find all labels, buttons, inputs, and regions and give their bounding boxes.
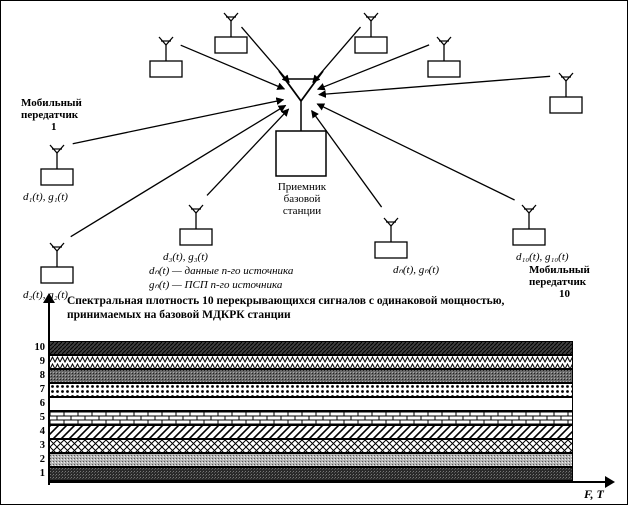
band-4 [50, 425, 573, 439]
ytick-7: 7 [31, 384, 45, 395]
transmitter-tx5 [215, 13, 247, 53]
transmitter-tx2 [41, 243, 73, 283]
arrow-tx1 [73, 100, 284, 144]
band-1 [50, 467, 573, 481]
mobile-tx-1-label-1: Мобильный [21, 97, 82, 110]
band-10 [50, 341, 573, 355]
mobile-tx-10-label-2: передатчик [529, 276, 586, 289]
band-6 [50, 397, 573, 411]
mobile-tx-1-label-2: передатчик [21, 109, 78, 122]
ytick-4: 4 [31, 426, 45, 437]
base-rx-label-3: станции [267, 205, 337, 218]
transmitter-tx10 [513, 205, 545, 245]
transmitter-tx6 [355, 13, 387, 53]
transmitter-tx7 [428, 37, 460, 77]
tx1-formula: d₁(t), g₁(t) [23, 191, 68, 204]
band-2 [50, 453, 573, 467]
txn-formula: dₙ(t), gₙ(t) [393, 264, 439, 277]
base-rx-label-2: базовой [267, 193, 337, 206]
arrow-tx8 [319, 76, 550, 94]
transmitter-tx3 [180, 205, 212, 245]
band-9 [50, 355, 573, 369]
ytick-6: 6 [31, 398, 45, 409]
transmitter-tx9 [375, 218, 407, 258]
ytick-2: 2 [31, 454, 45, 465]
mobile-tx-10-num: 10 [559, 288, 570, 301]
arrow-tx10 [317, 104, 514, 200]
x-axis [48, 481, 608, 487]
x-axis-arrow-icon [605, 476, 615, 488]
ytick-5: 5 [31, 412, 45, 423]
x-axis-label: F, T [584, 487, 604, 502]
tx10-formula: d₁₀(t), g₁₀(t) [516, 251, 569, 264]
ytick-1: 1 [31, 468, 45, 479]
band-5 [50, 411, 573, 425]
transmitter-tx8 [550, 73, 582, 113]
tx3-formula: d₃(t), g₃(t) [163, 251, 208, 264]
base-rx-label-1: Приемник [267, 181, 337, 194]
transmitter-tx1 [41, 145, 73, 185]
ytick-8: 8 [31, 370, 45, 381]
legend-d: dₙ(t) — данные n-го источника [149, 265, 293, 278]
transmitter-tx4 [150, 37, 182, 77]
arrow-tx6 [313, 27, 361, 82]
chart-title: Спектральная плотность 10 перекрывающихс… [67, 295, 537, 323]
arrow-tx2 [71, 105, 286, 236]
base-station [276, 71, 326, 176]
page: Мобильный передатчик 1 d₁(t), g₁(t) d₂(t… [0, 0, 628, 505]
ytick-10: 10 [31, 342, 45, 353]
legend-g: gₙ(t) — ПСП n-го источника [149, 279, 282, 292]
band-3 [50, 439, 573, 453]
mobile-tx-10-label-1: Мобильный [529, 264, 590, 277]
band-8 [50, 369, 573, 383]
ytick-3: 3 [31, 440, 45, 451]
ytick-9: 9 [31, 356, 45, 367]
band-7 [50, 383, 573, 397]
mobile-tx-1-num: 1 [51, 121, 57, 134]
